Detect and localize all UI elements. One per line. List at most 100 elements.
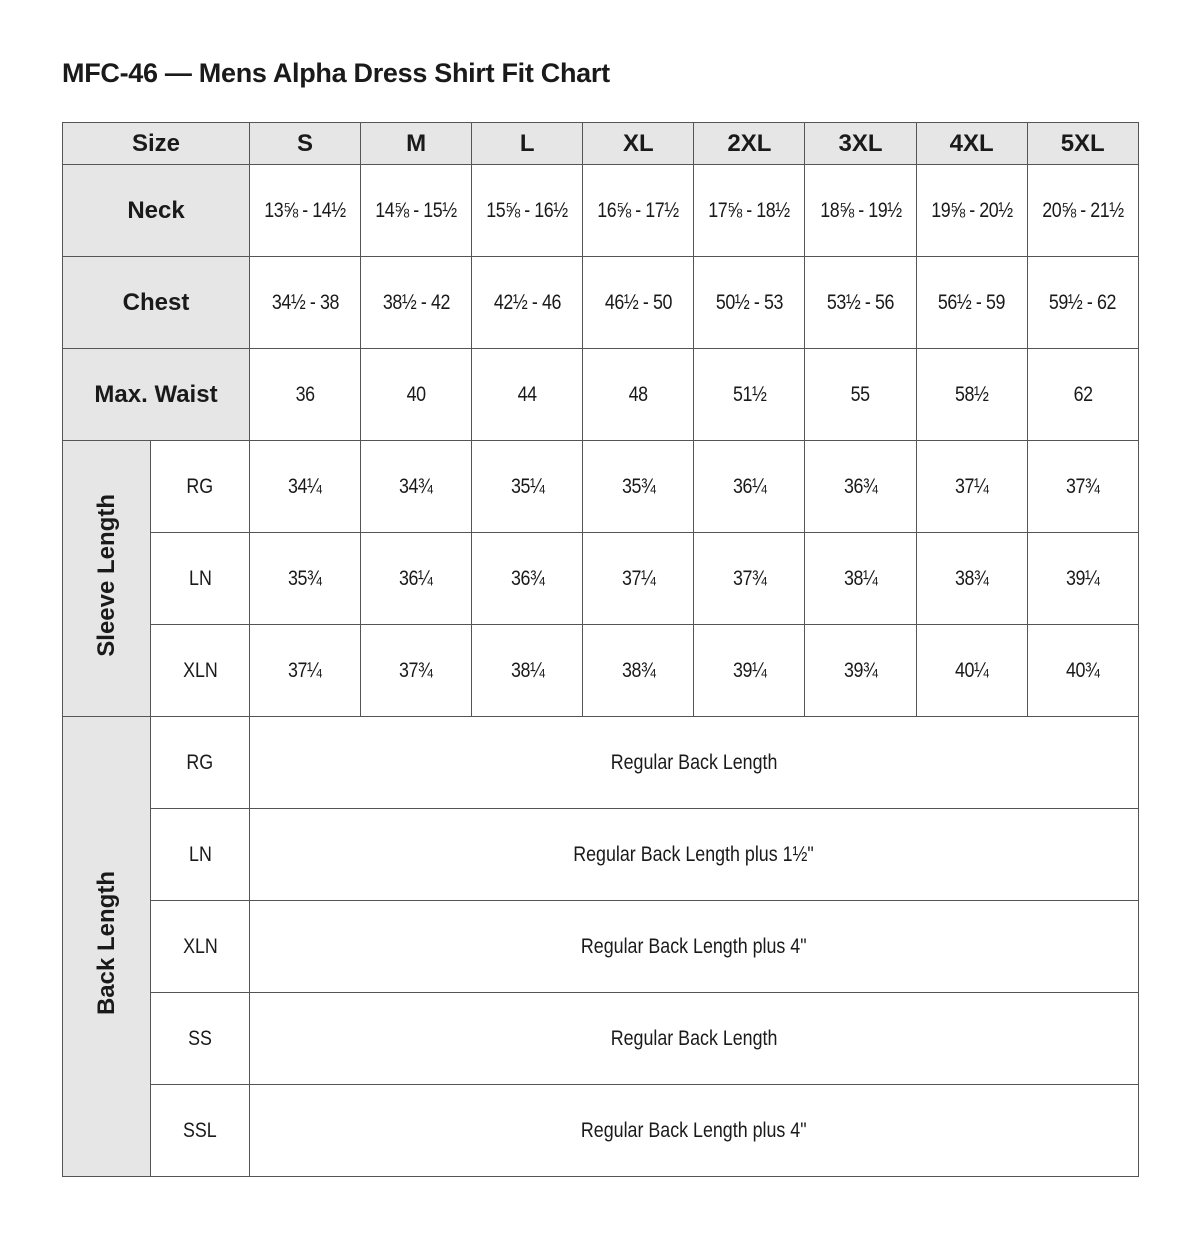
measurement-cell: 16⅝ - 17½ xyxy=(582,164,695,257)
sleeve-value: 38¼ xyxy=(510,658,545,682)
size-column-header: XL xyxy=(582,122,695,165)
measurement-value: 17⅝ - 18½ xyxy=(708,198,791,222)
sleeve-row: Sleeve Length RG 34¼ 34¾ 35¼ 35¾ 36¼ 36¾ 37¼ 37¾ xyxy=(62,440,1139,717)
sleeve-value: 37¼ xyxy=(954,474,989,498)
back-length-cell: Regular Back Length xyxy=(249,992,1139,1085)
sleeve-value: 40¾ xyxy=(1065,658,1100,682)
measurement-cell: 51½ xyxy=(693,348,806,441)
measurement-cell: 13⅝ - 14½ xyxy=(248,164,362,257)
fit-label-text: SSL xyxy=(183,1118,217,1142)
fit-label: SS xyxy=(150,992,250,1085)
measurement-value: 51½ xyxy=(732,382,767,406)
back-length-cell: Regular Back Length plus 4" xyxy=(249,900,1139,993)
fit-label-text: RG xyxy=(186,474,214,498)
measurement-cell: 44 xyxy=(471,348,584,441)
sleeve-cell: 36¾ xyxy=(471,532,584,625)
sleeve-value: 37¾ xyxy=(1065,474,1100,498)
fit-label-text: XLN xyxy=(182,658,218,682)
fit-label-text: LN xyxy=(188,566,212,590)
measurement-cell: 36 xyxy=(248,348,362,441)
table-row: Max. Waist 36 40 44 48 51½ 55 58½ 62 xyxy=(62,348,1139,441)
sleeve-cell: 37¾ xyxy=(693,532,806,625)
measurement-cell: 55 xyxy=(804,348,917,441)
measurement-value: 42½ - 46 xyxy=(493,290,561,314)
back-length-value: Regular Back Length plus 4" xyxy=(581,934,807,958)
sleeve-cell: 36¾ xyxy=(804,440,917,533)
sleeve-cell: 37¾ xyxy=(1026,440,1139,533)
sleeve-value: 39¾ xyxy=(843,658,878,682)
fit-label: RG xyxy=(150,716,250,809)
measurement-value: 19⅝ - 20½ xyxy=(930,198,1013,222)
sleeve-value: 37¾ xyxy=(399,658,433,682)
sleeve-cell: 37¼ xyxy=(582,532,695,625)
fit-label-text: LN xyxy=(188,842,212,866)
measurement-cell: 14⅝ - 15½ xyxy=(360,164,473,257)
sleeve-cell: 34¾ xyxy=(360,440,473,533)
size-header: Size xyxy=(62,122,250,165)
measurement-value: 53½ - 56 xyxy=(826,290,895,314)
measurement-cell: 50½ - 53 xyxy=(693,256,806,349)
row-label-text: Max. Waist xyxy=(94,380,218,408)
measurement-cell: 58½ xyxy=(915,348,1028,441)
fit-label: SSL xyxy=(150,1084,250,1177)
sleeve-value: 34¼ xyxy=(288,474,322,498)
fit-label-text: SS xyxy=(188,1026,212,1050)
measurement-cell: 20⅝ - 21½ xyxy=(1026,164,1139,257)
sleeve-row: XLN 37¼ 37¾ 38¼ 38¾ 39¼ 39¾ 40¼ 40¾ xyxy=(63,624,1139,717)
measurement-cell: 42½ - 46 xyxy=(471,256,584,349)
back-length-label: Back Length xyxy=(92,870,120,1016)
measurement-value: 44 xyxy=(517,382,537,406)
sleeve-cell: 34¼ xyxy=(248,440,362,533)
sleeve-cell: 35¾ xyxy=(248,532,362,625)
measurement-cell: 38½ - 42 xyxy=(360,256,473,349)
measurement-cell: 46½ - 50 xyxy=(582,256,695,349)
sleeve-value: 39¼ xyxy=(1065,566,1100,590)
sleeve-cell: 35¼ xyxy=(471,440,584,533)
sleeve-cell: 39¼ xyxy=(693,624,806,717)
back-length-value: Regular Back Length xyxy=(610,750,778,774)
sleeve-cell: 40¼ xyxy=(915,624,1028,717)
table-row: Neck 13⅝ - 14½ 14⅝ - 15½ 15⅝ - 16½ 16⅝ - 17½… xyxy=(62,164,1139,257)
measurement-value: 50½ - 53 xyxy=(715,290,783,314)
measurement-cell: 48 xyxy=(582,348,695,441)
measurement-value: 58½ xyxy=(954,382,989,406)
measurement-value: 55 xyxy=(851,382,871,406)
fit-label: LN xyxy=(150,532,250,625)
fit-label: RG xyxy=(150,440,250,533)
table-row: Chest 34½ - 38 38½ - 42 42½ - 46 46½ - 50 50½… xyxy=(62,256,1139,349)
size-column-header: 2XL xyxy=(693,122,806,165)
sleeve-cell: 38¾ xyxy=(582,624,695,717)
sleeve-value: 35¾ xyxy=(621,474,656,498)
sleeve-cell: 37¼ xyxy=(248,624,362,717)
sleeve-value: 37¼ xyxy=(621,566,656,590)
measurement-value: 16⅝ - 17½ xyxy=(597,198,680,222)
sleeve-cell: 39¾ xyxy=(804,624,917,717)
size-column-header: 3XL xyxy=(804,122,917,165)
sleeve-value: 39¼ xyxy=(732,658,767,682)
sleeve-cell: 38¾ xyxy=(915,532,1028,625)
measurement-value: 20⅝ - 21½ xyxy=(1041,198,1124,222)
measurement-value: 48 xyxy=(628,382,648,406)
back-length-value: Regular Back Length xyxy=(610,1026,778,1050)
fit-label: LN xyxy=(150,808,250,901)
size-column-header: 4XL xyxy=(915,122,1028,165)
measurement-cell: 15⅝ - 16½ xyxy=(471,164,584,257)
sleeve-cell: 36¼ xyxy=(693,440,806,533)
back-length-row: SSL Regular Back Length plus 4" xyxy=(63,1084,1139,1177)
size-label: 3XL xyxy=(838,129,883,157)
back-length-value: Regular Back Length plus 4" xyxy=(581,1118,807,1142)
sleeve-cell: 38¼ xyxy=(471,624,584,717)
back-length-row: SS Regular Back Length xyxy=(63,992,1139,1085)
back-length-cell: Regular Back Length xyxy=(249,716,1139,809)
back-length-row: XLN Regular Back Length plus 4" xyxy=(63,900,1139,993)
fit-label-text: XLN xyxy=(182,934,218,958)
measurement-value: 40 xyxy=(406,382,426,406)
sleeve-cell: 37¾ xyxy=(360,624,473,717)
measurement-cell: 17⅝ - 18½ xyxy=(693,164,806,257)
sleeve-value: 38¾ xyxy=(954,566,989,590)
row-label-text: Neck xyxy=(127,196,185,224)
sleeve-cell: 39¼ xyxy=(1026,532,1139,625)
sleeve-value: 35¼ xyxy=(510,474,545,498)
page-title: MFC-46 — Mens Alpha Dress Shirt Fit Char… xyxy=(62,58,610,88)
sleeve-value: 35¾ xyxy=(288,566,322,590)
